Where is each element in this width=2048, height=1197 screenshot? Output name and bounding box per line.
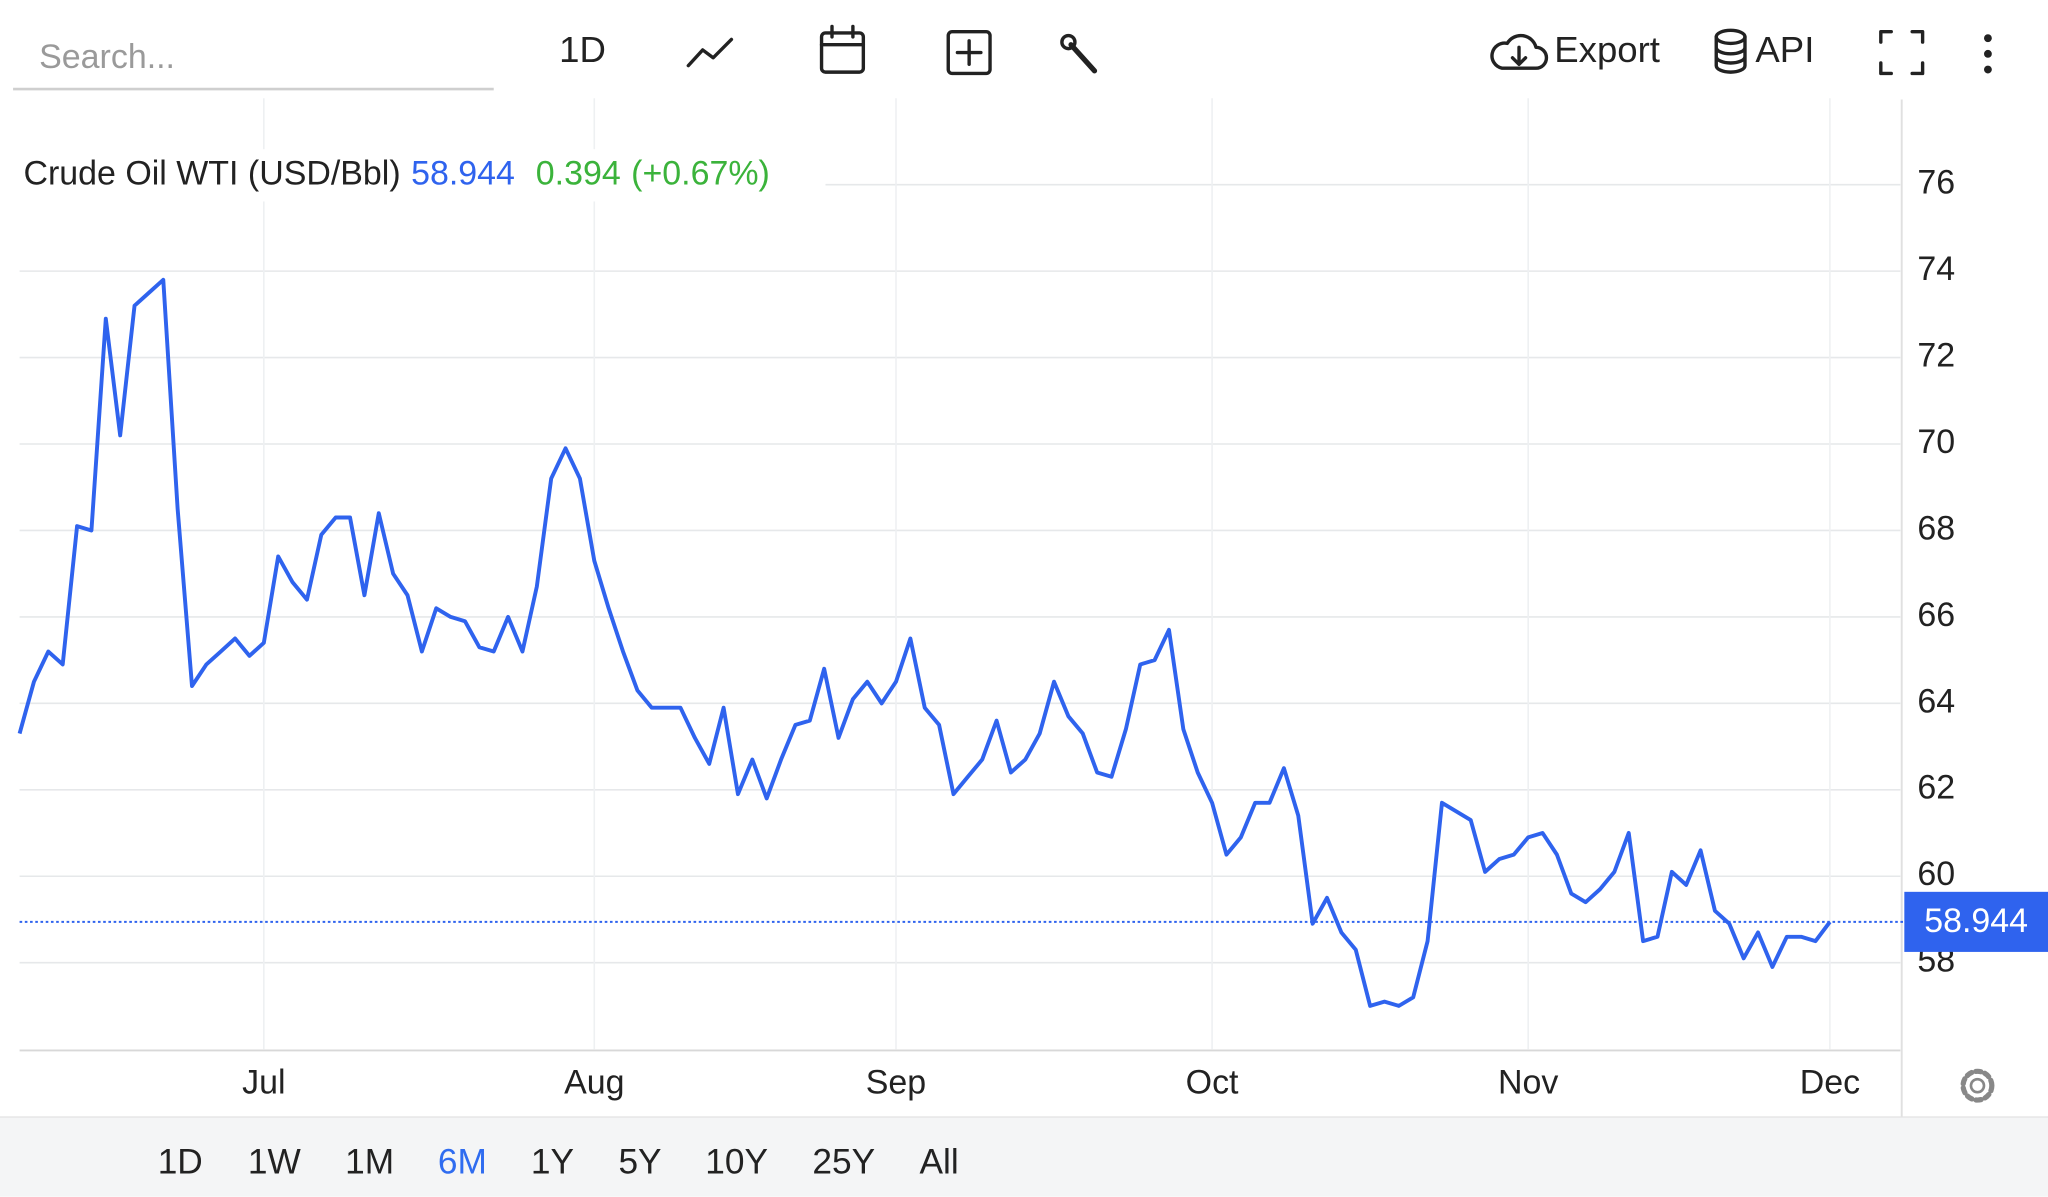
range-button[interactable]: All xyxy=(920,1142,959,1181)
y-tick-label: 74 xyxy=(1917,250,1955,288)
range-button[interactable]: 5Y xyxy=(618,1142,661,1181)
search-input[interactable]: Search... xyxy=(39,38,175,76)
range-button[interactable]: 1W xyxy=(248,1142,302,1181)
api-label: API xyxy=(1755,29,1814,70)
x-tick-label: Oct xyxy=(1186,1063,1239,1101)
price-change: 0.394 xyxy=(536,154,621,192)
range-button[interactable]: 25Y xyxy=(812,1142,875,1181)
chart-type-icon[interactable] xyxy=(686,37,734,68)
price-line xyxy=(17,277,1832,1008)
y-tick-label: 72 xyxy=(1917,337,1955,375)
range-bar xyxy=(0,1117,2048,1197)
y-tick-label: 76 xyxy=(1917,164,1955,202)
toolbar xyxy=(0,0,2048,99)
range-button[interactable]: 1D xyxy=(158,1142,203,1181)
y-tick-label: 62 xyxy=(1917,769,1955,807)
range-button[interactable]: 1Y xyxy=(531,1142,574,1181)
interval-button[interactable]: 1D xyxy=(559,29,606,70)
x-tick-label: Dec xyxy=(1800,1063,1860,1101)
x-tick-label: Nov xyxy=(1498,1063,1558,1101)
chart-settings-gear[interactable] xyxy=(1960,1068,1995,1103)
last-price-label: 58.944 xyxy=(1924,902,2028,940)
export-label: Export xyxy=(1554,29,1660,70)
y-tick-label: 64 xyxy=(1917,682,1955,720)
range-button[interactable]: 6M xyxy=(438,1142,487,1181)
y-tick-label: 68 xyxy=(1917,509,1955,547)
add-indicator-icon[interactable] xyxy=(946,29,992,76)
api-button[interactable]: API xyxy=(1714,28,1814,74)
settings-wrench-icon[interactable] xyxy=(1060,33,1098,74)
price-change-percent: (+0.67%) xyxy=(631,154,770,192)
last-price-marker xyxy=(1904,891,2048,952)
legend-background xyxy=(15,149,826,202)
legend: Crude Oil WTI (USD/Bbl) 58.944 0.394 (+0.67… xyxy=(24,154,770,192)
y-tick-label: 60 xyxy=(1917,855,1955,893)
calendar-icon[interactable] xyxy=(819,24,866,74)
fullscreen-icon[interactable] xyxy=(1879,29,1925,76)
range-button[interactable]: 10Y xyxy=(705,1142,768,1181)
range-button[interactable]: 1M xyxy=(345,1142,394,1181)
more-menu-icon[interactable] xyxy=(1984,34,1992,74)
y-tick-label: 66 xyxy=(1917,596,1955,634)
last-price: 58.944 xyxy=(411,154,515,192)
series-name: Crude Oil WTI (USD/Bbl) xyxy=(24,154,401,192)
x-tick-label: Sep xyxy=(866,1063,926,1101)
x-tick-label: Jul xyxy=(242,1063,285,1101)
x-tick-label: Aug xyxy=(564,1063,624,1101)
export-button[interactable]: Export xyxy=(1490,29,1660,70)
y-tick-label: 70 xyxy=(1917,423,1955,461)
